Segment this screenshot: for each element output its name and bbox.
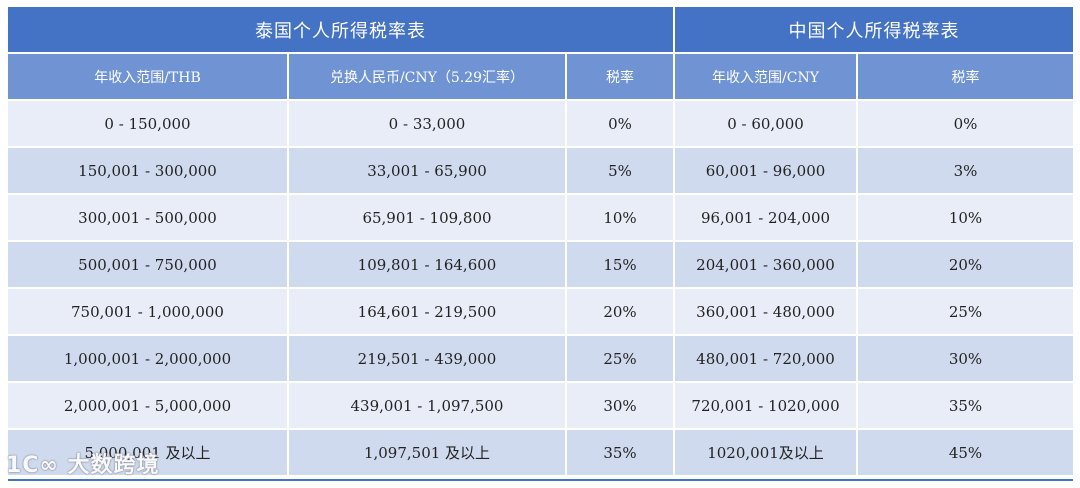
cny-income-cell: 1020,001及以上 xyxy=(674,429,859,477)
cny-income-cell: 0 - 60,000 xyxy=(674,100,859,148)
table-row: 300,001 - 500,000 65,901 - 109,800 10% 9… xyxy=(8,194,1074,242)
thailand-rate-cell: 15% xyxy=(566,241,676,289)
thailand-rate-cell: 25% xyxy=(566,335,676,383)
cny-income-cell: 480,001 - 720,000 xyxy=(674,335,859,383)
thb-income-cell: 2,000,001 - 5,000,000 xyxy=(8,382,289,430)
china-rate-cell: 25% xyxy=(857,288,1074,336)
tax-rate-table: 泰国个人所得税率表 中国个人所得税率表 年收入范围/THB 兑换人民币/CNY（… xyxy=(8,7,1074,477)
tax-comparison-table-container: 泰国个人所得税率表 中国个人所得税率表 年收入范围/THB 兑换人民币/CNY（… xyxy=(8,7,1074,477)
cny-conversion-cell: 109,801 - 164,600 xyxy=(288,241,567,289)
header-china-rate: 税率 xyxy=(857,53,1074,101)
table-row: 0 - 150,000 0 - 33,000 0% 0 - 60,000 0% xyxy=(8,100,1074,148)
cny-conversion-cell: 164,601 - 219,500 xyxy=(288,288,567,336)
china-rate-cell: 3% xyxy=(857,147,1074,195)
cny-conversion-cell: 0 - 33,000 xyxy=(288,100,567,148)
cny-income-cell: 360,001 - 480,000 xyxy=(674,288,859,336)
table-row: 5,000,001 及以上 1,097,501 及以上 35% 1020,001… xyxy=(8,429,1074,477)
cny-conversion-cell: 65,901 - 109,800 xyxy=(288,194,567,242)
watermark-logo: 1C∞ 大数跨境 xyxy=(6,453,160,478)
table-row: 2,000,001 - 5,000,000 439,001 - 1,097,50… xyxy=(8,382,1074,430)
header-row: 年收入范围/THB 兑换人民币/CNY（5.29汇率） 税率 年收入范围/CNY… xyxy=(8,53,1074,101)
cny-conversion-cell: 439,001 - 1,097,500 xyxy=(288,382,567,430)
china-rate-cell: 0% xyxy=(857,100,1074,148)
thailand-rate-cell: 10% xyxy=(566,194,676,242)
thb-income-cell: 500,001 - 750,000 xyxy=(8,241,289,289)
thailand-table-title: 泰国个人所得税率表 xyxy=(8,7,676,54)
china-rate-cell: 20% xyxy=(857,241,1074,289)
china-rate-cell: 35% xyxy=(857,382,1074,430)
thb-income-cell: 150,001 - 300,000 xyxy=(8,147,289,195)
cny-conversion-cell: 219,501 - 439,000 xyxy=(288,335,567,383)
china-rate-cell: 10% xyxy=(857,194,1074,242)
cny-income-cell: 60,001 - 96,000 xyxy=(674,147,859,195)
china-rate-cell: 30% xyxy=(857,335,1074,383)
thb-income-cell: 1,000,001 - 2,000,000 xyxy=(8,335,289,383)
china-table-title: 中国个人所得税率表 xyxy=(674,7,1074,54)
header-thailand-rate: 税率 xyxy=(566,53,676,101)
table-bottom-border xyxy=(8,479,1073,481)
title-row: 泰国个人所得税率表 中国个人所得税率表 xyxy=(8,7,1074,54)
header-cny-income: 年收入范围/CNY xyxy=(674,53,859,101)
thailand-rate-cell: 5% xyxy=(566,147,676,195)
table-row: 150,001 - 300,000 33,001 - 65,900 5% 60,… xyxy=(8,147,1074,195)
table-row: 1,000,001 - 2,000,000 219,501 - 439,000 … xyxy=(8,335,1074,383)
thailand-rate-cell: 30% xyxy=(566,382,676,430)
thb-income-cell: 0 - 150,000 xyxy=(8,100,289,148)
thb-income-cell: 5,000,001 及以上 xyxy=(8,429,289,477)
thb-income-cell: 750,001 - 1,000,000 xyxy=(8,288,289,336)
header-cny-conversion: 兑换人民币/CNY（5.29汇率） xyxy=(288,53,567,101)
table-row: 500,001 - 750,000 109,801 - 164,600 15% … xyxy=(8,241,1074,289)
cny-income-cell: 204,001 - 360,000 xyxy=(674,241,859,289)
china-rate-cell: 45% xyxy=(857,429,1074,477)
cny-income-cell: 96,001 - 204,000 xyxy=(674,194,859,242)
header-thb-income: 年收入范围/THB xyxy=(8,53,289,101)
cny-conversion-cell: 33,001 - 65,900 xyxy=(288,147,567,195)
thailand-rate-cell: 20% xyxy=(566,288,676,336)
thailand-rate-cell: 35% xyxy=(566,429,676,477)
cny-conversion-cell: 1,097,501 及以上 xyxy=(288,429,567,477)
thb-income-cell: 300,001 - 500,000 xyxy=(8,194,289,242)
table-row: 750,001 - 1,000,000 164,601 - 219,500 20… xyxy=(8,288,1074,336)
cny-income-cell: 720,001 - 1020,000 xyxy=(674,382,859,430)
thailand-rate-cell: 0% xyxy=(566,100,676,148)
